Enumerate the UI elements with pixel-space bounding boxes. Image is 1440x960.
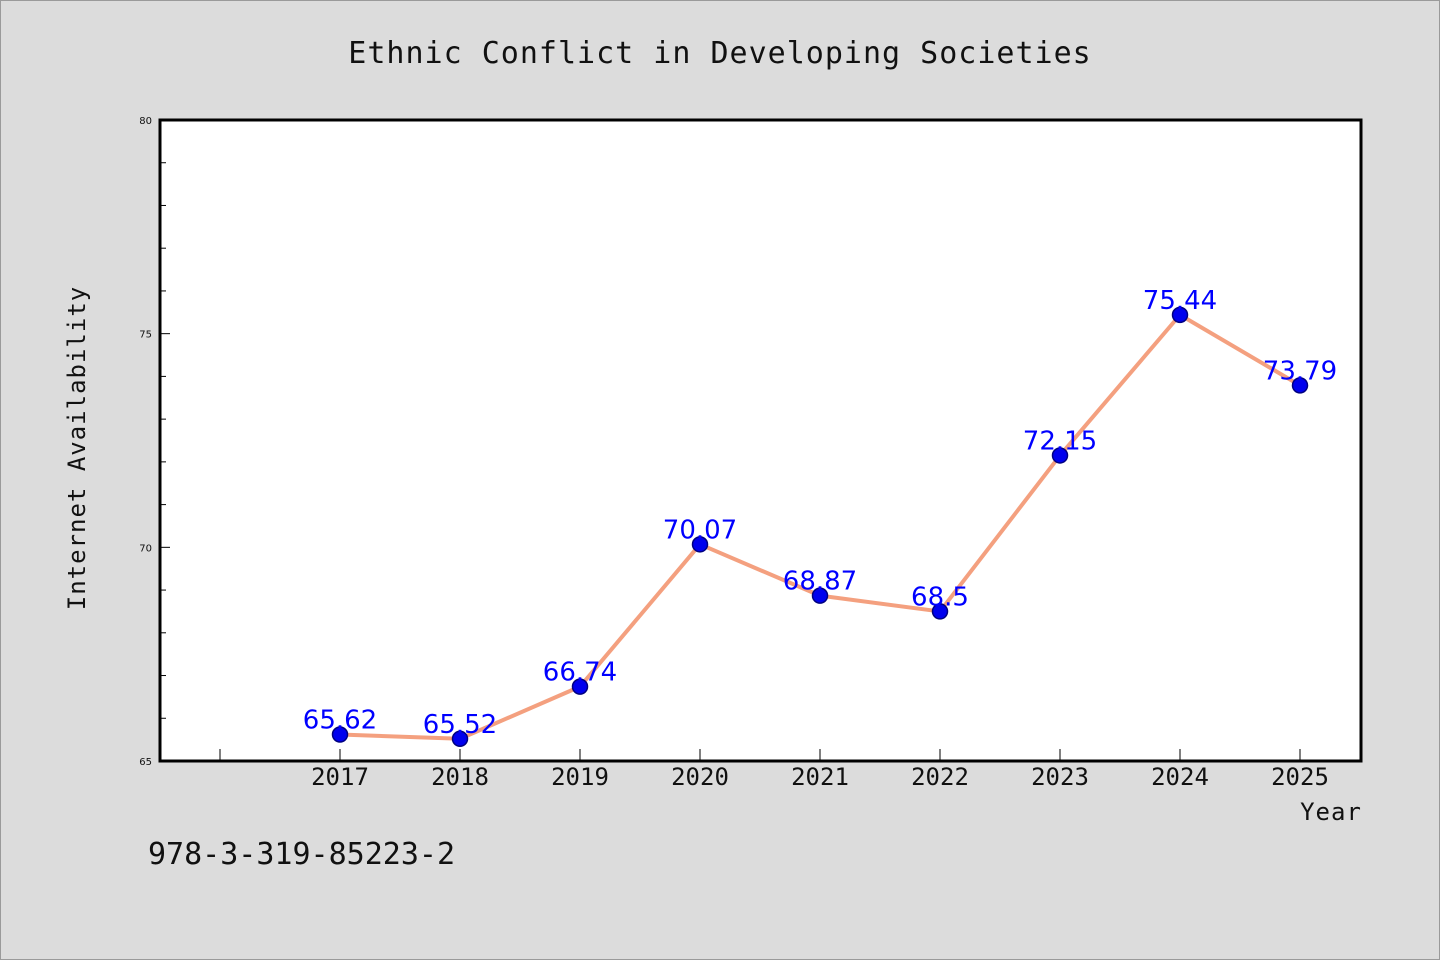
data-point xyxy=(1171,306,1189,324)
data-point xyxy=(451,730,469,748)
x-tick-label: 2021 xyxy=(791,763,849,791)
series-group: 65.62 65.52 66.74 70.07 68.87 68.5 72.15 75.44 7… xyxy=(303,286,1337,748)
data-point xyxy=(1291,377,1309,394)
data-label: 68.87 xyxy=(783,567,857,597)
data-point xyxy=(811,587,829,604)
x-tick-label: 2019 xyxy=(551,763,609,791)
x-tick-label: 2023 xyxy=(1031,763,1089,791)
data-label: 73.79 xyxy=(1263,356,1337,386)
data-label: 72.15 xyxy=(1023,426,1097,456)
data-point xyxy=(1051,447,1069,464)
y-tick-label: 75 xyxy=(139,330,152,341)
chart-title: Ethnic Conflict in Developing Societies xyxy=(348,36,1091,71)
x-tick-label: 2017 xyxy=(311,763,369,791)
y-tick-label: 80 xyxy=(139,116,152,127)
data-label: 65.62 xyxy=(303,706,377,736)
x-tick-label: 2022 xyxy=(911,763,969,791)
data-label: 65.52 xyxy=(423,710,497,740)
data-label: 66.74 xyxy=(543,658,617,688)
x-tick-label: 2018 xyxy=(431,763,489,791)
x-tick-label: 2025 xyxy=(1271,763,1329,791)
data-label: 75.44 xyxy=(1143,286,1217,316)
x-axis: 2017 2018 2019 2020 2021 2022 2023 2024 2025 xyxy=(219,749,1329,791)
data-point xyxy=(331,726,349,743)
data-point xyxy=(571,678,589,695)
plot-area xyxy=(160,120,1361,761)
x-tick-label: 2024 xyxy=(1151,763,1209,791)
isbn-text: 978-3-319-85223-2 xyxy=(148,837,455,872)
y-axis-label: Internet Availability xyxy=(63,286,91,610)
data-point xyxy=(931,603,949,620)
x-tick-label: 2020 xyxy=(671,763,729,791)
data-label: 68.5 xyxy=(911,582,969,612)
y-tick-label: 70 xyxy=(139,543,152,554)
plot-border xyxy=(158,118,1363,763)
data-point xyxy=(691,536,709,553)
data-label: 70.07 xyxy=(663,515,737,545)
y-tick-label: 65 xyxy=(139,757,152,768)
x-axis-label: Year xyxy=(1300,798,1362,826)
